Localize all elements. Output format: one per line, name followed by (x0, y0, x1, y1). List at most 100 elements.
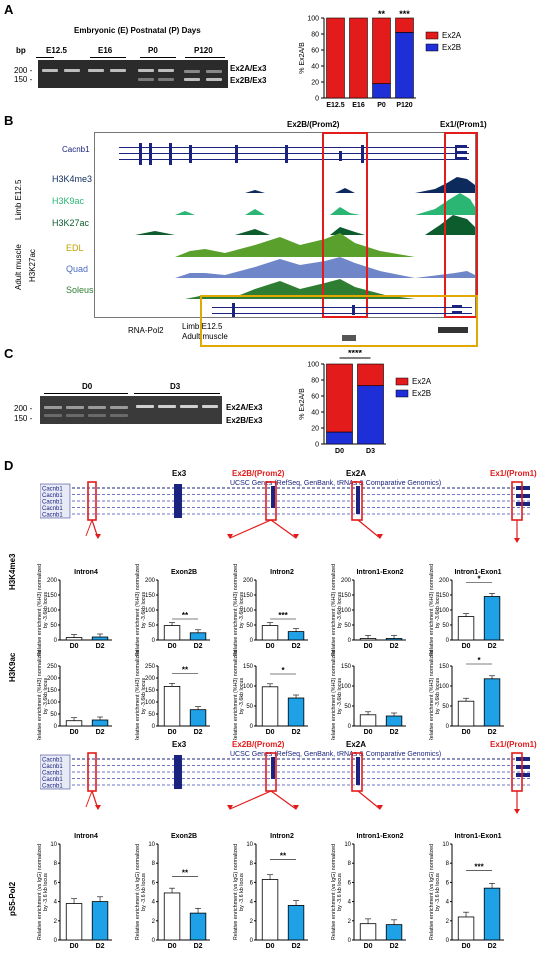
y-axis-label-line: by -3.6 kb locus (43, 873, 49, 911)
y-tick-label: 2 (446, 919, 450, 925)
chart-title: Intron1-Exon1 (454, 833, 501, 840)
gel-image-a (38, 60, 228, 88)
y-tick-label: 150 (243, 593, 254, 599)
y-axis-label: Relative enrichment (vs IgG) normalizedb… (135, 844, 147, 940)
y-tick-label: 4 (250, 900, 254, 906)
track-ex2a-label-2: Ex2A (346, 740, 367, 749)
legend-label: Ex2A (442, 31, 462, 40)
arrow-head (95, 534, 101, 539)
y-axis-label-line: by -3.6kb locus (239, 678, 245, 715)
track-prom2-label-2: Ex2B/(Prom2) (232, 740, 285, 749)
exon3-block (174, 484, 182, 518)
y-axis-label-line: by -3.6kb locus (435, 592, 441, 629)
legend-label: Ex2B (412, 389, 431, 398)
y-tick-label: 0 (152, 638, 156, 644)
exon1-block (516, 757, 530, 761)
genome-tracks (95, 143, 475, 299)
region-arrow (357, 519, 381, 539)
y-tick-label: 200 (243, 578, 254, 584)
y-tick-label: 100 (47, 608, 58, 614)
y-tick-label: 4 (446, 900, 450, 906)
track-prom1-label: Ex1/(Prom1) (490, 469, 537, 478)
x-tick-label: D2 (194, 943, 203, 950)
significance-label: *** (278, 611, 288, 620)
exon2b-block (271, 757, 275, 779)
y-tick-label: 150 (439, 593, 450, 599)
y-tick-label: 50 (442, 623, 449, 629)
y-tick-label: 20 (311, 426, 319, 433)
y-axis-label: Relative enrichment (vs IgG) normalizedb… (429, 844, 441, 940)
y-tick-label: 200 (145, 676, 156, 682)
bar-ex2b (357, 385, 384, 445)
y-axis-label-line: Relative enrichment (%H3) normalized (331, 564, 337, 656)
y-tick-label: 0 (315, 442, 319, 449)
x-tick-label: D0 (364, 643, 373, 650)
lane-underline (44, 393, 128, 394)
bar-ex2a (326, 363, 353, 433)
x-tick-label: D2 (96, 943, 105, 950)
y-tick-label: 2 (54, 919, 58, 925)
y-tick-label: 40 (311, 410, 319, 417)
rnapol-label: RNA-Pol2 (128, 326, 164, 335)
y-tick-label: 0 (152, 724, 156, 730)
x-tick-label: D0 (266, 643, 275, 650)
y-tick-label: 100 (341, 608, 352, 614)
bar-d0 (359, 638, 377, 641)
x-tick-label: D0 (70, 729, 79, 736)
y-tick-label: 150 (145, 688, 156, 694)
y-tick-label: 0 (446, 638, 450, 644)
x-tick-label: D2 (390, 729, 399, 736)
track-soleus: Soleus (66, 285, 94, 295)
arrow-head (377, 534, 383, 539)
exon2a-block (356, 757, 360, 785)
y-tick-label: 10 (148, 842, 155, 848)
y-axis-label: Relative enrichment (vs IgG) normalizedb… (233, 844, 245, 940)
bar-d2 (483, 887, 501, 941)
arrow (85, 519, 93, 537)
y-tick-label: 50 (50, 712, 57, 718)
y-tick-label: 50 (246, 623, 253, 629)
gel-title: Embryonic (E) Postnatal (P) Days (74, 26, 201, 35)
x-tick-label: D0 (462, 943, 471, 950)
y-axis-label-line: by -3.6kb locus (239, 592, 245, 629)
bar-d2 (91, 636, 109, 641)
y-tick-label: 10 (246, 842, 253, 848)
y-tick-label: 100 (243, 684, 254, 690)
y-tick-label: 4 (54, 900, 58, 906)
x-tick-label: D2 (488, 943, 497, 950)
y-tick-label: 6 (54, 880, 58, 886)
x-tick-label: D2 (292, 643, 301, 650)
y-tick-label: 4 (348, 900, 352, 906)
lane-d0: D0 (82, 382, 93, 391)
y-tick-label: 2 (152, 919, 156, 925)
significance-label: **** (348, 350, 363, 358)
y-axis-label-line: Relative enrichment (%H3) normalized (429, 650, 435, 740)
lane-underline (36, 57, 54, 58)
arrow-head (227, 805, 233, 810)
group-limb-label: Limb E12.5 (14, 179, 23, 220)
marker-150: 150 - (14, 75, 33, 84)
y-axis-label-line: Relative enrichment (vs IgG) normalized (331, 844, 337, 940)
bar-ex2a (395, 17, 414, 33)
gene-name-box (40, 754, 71, 790)
x-tick-label: D2 (390, 643, 399, 650)
y-axis-label-line: by -3.6kb locus (435, 678, 441, 715)
track-ex2a-label: Ex2A (346, 469, 367, 478)
panel-label-d: D (4, 458, 14, 473)
rnapol-muscle: Adult muscle (182, 332, 228, 341)
y-tick-label: 200 (47, 676, 58, 682)
y-tick-label: 40 (311, 64, 319, 71)
arrow-head (514, 809, 520, 814)
y-axis-label: Relative enrichment (vs IgG) normalizedb… (37, 844, 49, 940)
chart-title: Intron1-Exon1 (454, 569, 501, 576)
y-tick-label: 0 (446, 938, 450, 944)
y-tick-label: 60 (311, 48, 319, 55)
y-axis-label: Relative enrichment (%H3) normalizedby -… (233, 564, 245, 656)
y-axis-label-line: Relative enrichment (%H3) normalized (429, 564, 435, 656)
region-highlight-box (351, 481, 363, 521)
x-tick-label: D2 (194, 729, 203, 736)
region-arrow (229, 790, 272, 810)
y-tick-label: 2 (250, 919, 254, 925)
gene-row-label: Cacnb1 (42, 487, 63, 493)
